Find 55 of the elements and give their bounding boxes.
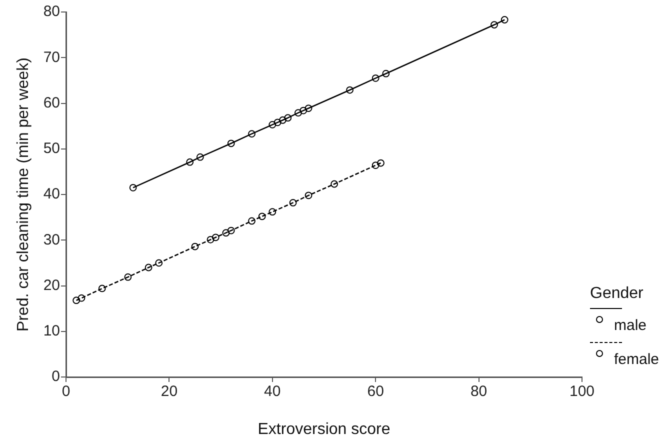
y-tick-label: 30 (43, 231, 60, 248)
point (346, 86, 354, 94)
legend-label: male (614, 317, 647, 334)
point (124, 273, 132, 281)
legend-title: Gender (590, 284, 644, 304)
point (289, 199, 297, 206)
point (268, 120, 276, 128)
point (377, 159, 384, 167)
y-tick-label: 70 (43, 48, 60, 66)
x-tick-label: 60 (367, 383, 384, 400)
y-tick-label: 0 (52, 368, 60, 386)
point (284, 114, 292, 122)
point (196, 153, 204, 161)
point (300, 106, 308, 114)
point (372, 162, 380, 169)
point (227, 226, 235, 234)
x-tick-label: 80 (470, 383, 488, 400)
y-tick-label: 80 (43, 3, 60, 20)
point (72, 296, 80, 304)
point (490, 21, 498, 28)
x-tick-label: 20 (160, 383, 178, 400)
point (227, 140, 235, 148)
point (191, 242, 199, 250)
point (500, 16, 508, 24)
y-tick-label: 50 (43, 140, 60, 158)
point (304, 104, 312, 112)
y-tick-label: 20 (43, 276, 60, 294)
y-tick-label: 10 (43, 322, 60, 340)
point (304, 192, 312, 200)
x-tick-label: 100 (569, 383, 595, 400)
x-axis-title: Extroversion score (258, 420, 390, 438)
y-tick-label: 40 (43, 186, 60, 203)
point (258, 212, 266, 220)
point (98, 284, 106, 292)
y-axis-title: Pred. car cleaning time (min per week) (15, 58, 32, 332)
point (268, 208, 276, 216)
point (78, 294, 86, 302)
point (186, 158, 194, 166)
point (222, 229, 230, 237)
point (155, 259, 163, 267)
x-tick-label: 40 (264, 383, 281, 400)
point (294, 109, 302, 117)
point (372, 74, 380, 82)
legend-label: female (614, 351, 660, 368)
y-tick-label: 60 (43, 94, 60, 112)
point (129, 184, 137, 192)
point (248, 217, 256, 225)
point (212, 234, 220, 242)
point (382, 70, 390, 78)
point (206, 236, 214, 244)
point (144, 264, 152, 272)
point (279, 116, 286, 124)
point (248, 130, 256, 138)
point (330, 180, 338, 188)
point (274, 118, 282, 126)
